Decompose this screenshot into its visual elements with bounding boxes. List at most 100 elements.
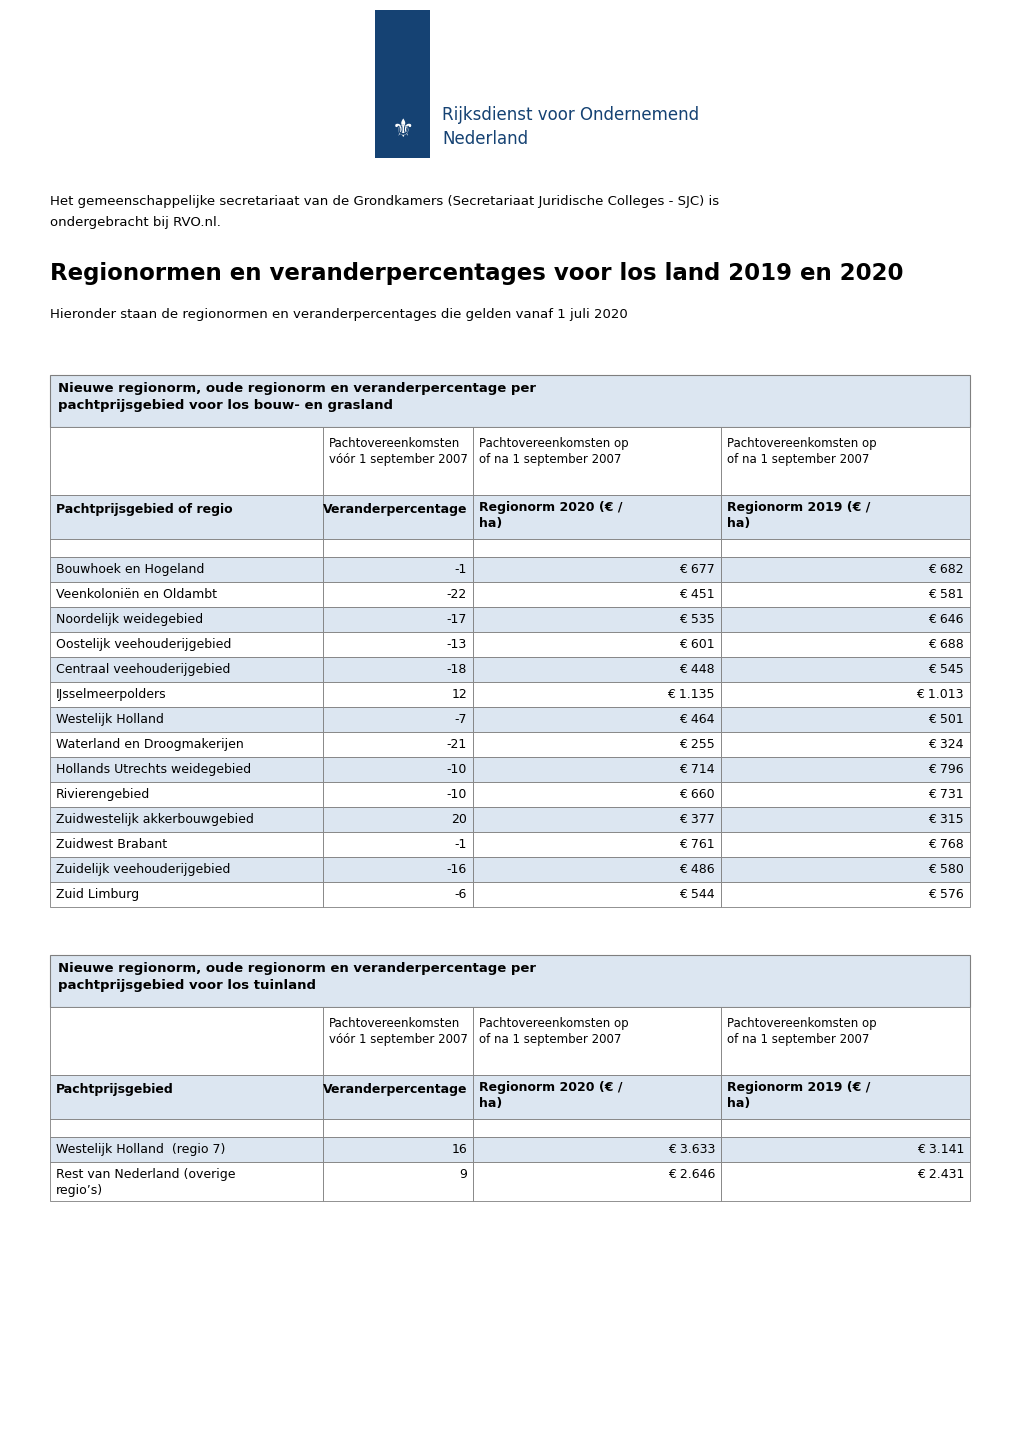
Text: Veranderpercentage: Veranderpercentage	[322, 503, 467, 516]
Text: Nieuwe regionorm, oude regionorm en veranderpercentage per
pachtprijsgebied voor: Nieuwe regionorm, oude regionorm en vera…	[58, 382, 535, 412]
Bar	[473, 832, 720, 857]
Text: -16: -16	[446, 862, 467, 875]
Text: Waterland en Droogmakerijen: Waterland en Droogmakerijen	[56, 738, 244, 751]
Bar	[720, 782, 969, 808]
Bar	[720, 427, 969, 495]
Text: € 581: € 581	[927, 588, 963, 601]
Bar	[50, 632, 323, 658]
Text: -21: -21	[446, 738, 467, 751]
Text: Regionorm 2020 (€ /
ha): Regionorm 2020 (€ / ha)	[479, 1082, 622, 1110]
Text: € 576: € 576	[927, 888, 963, 901]
Bar	[323, 782, 473, 808]
Bar	[323, 427, 473, 495]
Bar	[323, 832, 473, 857]
Bar	[50, 832, 323, 857]
Bar	[375, 10, 430, 159]
Bar	[473, 1136, 720, 1162]
Text: € 448: € 448	[679, 663, 714, 676]
Text: Zuidwestelijk akkerbouwgebied: Zuidwestelijk akkerbouwgebied	[56, 813, 254, 826]
Text: 9: 9	[459, 1168, 467, 1181]
Bar	[720, 808, 969, 832]
Text: -1: -1	[454, 838, 467, 851]
Text: € 3.141: € 3.141	[916, 1144, 963, 1156]
Bar	[323, 1119, 473, 1136]
Bar	[50, 707, 323, 733]
Bar	[50, 583, 323, 607]
Bar	[473, 857, 720, 883]
Text: € 2.646: € 2.646	[667, 1168, 714, 1181]
Text: -1: -1	[454, 562, 467, 575]
Bar	[473, 1119, 720, 1136]
Bar	[50, 1136, 323, 1162]
Bar	[473, 883, 720, 907]
Text: -10: -10	[446, 763, 467, 776]
Text: Pachtovereenkomsten op
of na 1 september 2007: Pachtovereenkomsten op of na 1 september…	[727, 1017, 875, 1047]
Text: Rivierengebied: Rivierengebied	[56, 787, 150, 800]
Text: -17: -17	[446, 613, 467, 626]
Text: Hieronder staan de regionormen en veranderpercentages die gelden vanaf 1 juli 20: Hieronder staan de regionormen en verand…	[50, 309, 627, 322]
Text: 20: 20	[450, 813, 467, 826]
Text: Veenkoloniën en Oldambt: Veenkoloniën en Oldambt	[56, 588, 217, 601]
Bar	[473, 539, 720, 557]
Bar	[50, 539, 323, 557]
Text: € 688: € 688	[927, 637, 963, 650]
Bar	[50, 375, 969, 427]
Bar	[473, 808, 720, 832]
Text: Pachtprijsgebied: Pachtprijsgebied	[56, 1083, 173, 1096]
Bar	[720, 883, 969, 907]
Bar	[720, 682, 969, 707]
Bar	[323, 808, 473, 832]
Text: -6: -6	[454, 888, 467, 901]
Text: € 464: € 464	[679, 712, 714, 725]
Text: Pachtovereenkomsten op
of na 1 september 2007: Pachtovereenkomsten op of na 1 september…	[727, 437, 875, 467]
Text: Zuidwest Brabant: Zuidwest Brabant	[56, 838, 167, 851]
Text: € 677: € 677	[679, 562, 714, 575]
Bar	[473, 1162, 720, 1201]
Text: IJsselmeerpolders: IJsselmeerpolders	[56, 688, 166, 701]
Bar	[473, 658, 720, 682]
Text: € 601: € 601	[679, 637, 714, 650]
Bar	[323, 883, 473, 907]
Text: € 324: € 324	[927, 738, 963, 751]
Bar	[323, 1007, 473, 1074]
Bar	[50, 607, 323, 632]
Bar	[720, 607, 969, 632]
Bar	[720, 1162, 969, 1201]
Bar	[473, 557, 720, 583]
Bar	[323, 733, 473, 757]
Text: Regionorm 2019 (€ /
ha): Regionorm 2019 (€ / ha)	[727, 1082, 869, 1110]
Text: -7: -7	[454, 712, 467, 725]
Bar	[323, 1162, 473, 1201]
Bar	[50, 557, 323, 583]
Bar	[473, 707, 720, 733]
Bar	[473, 1074, 720, 1119]
Text: € 2.431: € 2.431	[916, 1168, 963, 1181]
Text: -10: -10	[446, 787, 467, 800]
Text: Pachtovereenkomsten op
of na 1 september 2007: Pachtovereenkomsten op of na 1 september…	[479, 437, 628, 467]
Text: € 796: € 796	[927, 763, 963, 776]
Text: € 545: € 545	[927, 663, 963, 676]
Bar	[720, 1007, 969, 1074]
Bar	[720, 733, 969, 757]
Bar	[50, 1162, 323, 1201]
Bar	[323, 1136, 473, 1162]
Bar	[720, 1136, 969, 1162]
Text: Pachtovereenkomsten op
of na 1 september 2007: Pachtovereenkomsten op of na 1 september…	[479, 1017, 628, 1047]
Bar	[720, 557, 969, 583]
Bar	[50, 1074, 323, 1119]
Bar	[323, 707, 473, 733]
Text: € 451: € 451	[679, 588, 714, 601]
Text: Nieuwe regionorm, oude regionorm en veranderpercentage per
pachtprijsgebied voor: Nieuwe regionorm, oude regionorm en vera…	[58, 962, 535, 992]
Text: € 580: € 580	[927, 862, 963, 875]
Bar	[323, 583, 473, 607]
Text: ⚜: ⚜	[391, 118, 414, 141]
Bar	[50, 808, 323, 832]
Bar	[50, 427, 323, 495]
Text: Centraal veehouderijgebied: Centraal veehouderijgebied	[56, 663, 230, 676]
Bar	[473, 583, 720, 607]
Text: -22: -22	[446, 588, 467, 601]
Text: € 646: € 646	[927, 613, 963, 626]
Text: € 768: € 768	[927, 838, 963, 851]
Bar	[473, 632, 720, 658]
Text: € 3.633: € 3.633	[667, 1144, 714, 1156]
